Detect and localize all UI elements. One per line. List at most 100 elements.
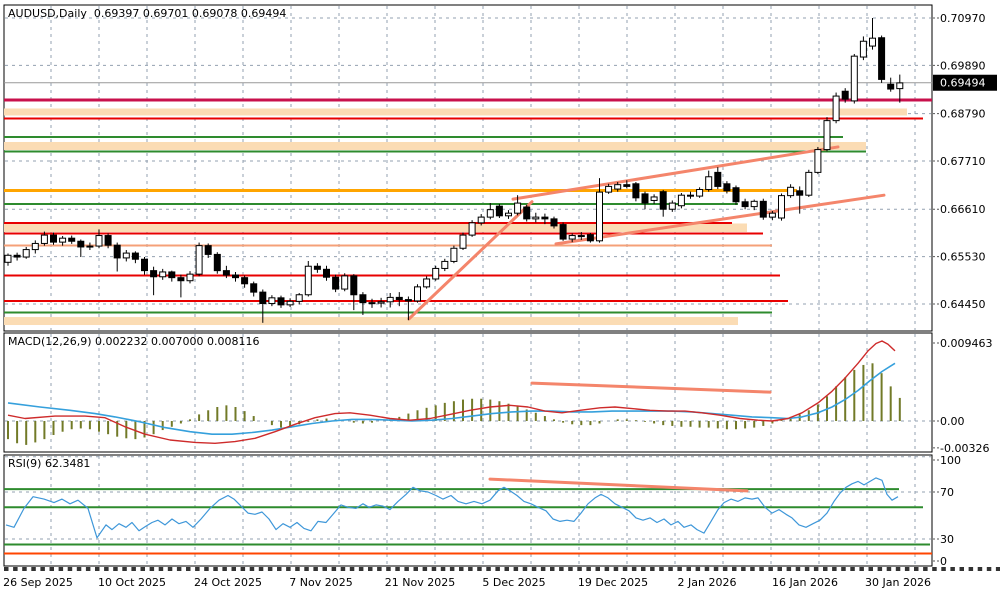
current-price-label-box bbox=[933, 74, 997, 91]
candlestick bbox=[177, 274, 185, 298]
macd-main-line bbox=[7, 340, 896, 444]
candlestick bbox=[450, 245, 458, 264]
time-scale-tick bbox=[914, 567, 919, 571]
time-scale-tick bbox=[586, 567, 591, 571]
candlestick bbox=[13, 252, 21, 261]
macd-axis-label: -0.00326 bbox=[940, 442, 989, 455]
candlestick bbox=[559, 222, 567, 241]
candlestick bbox=[40, 231, 48, 246]
candlestick bbox=[195, 242, 203, 277]
candlestick bbox=[241, 275, 249, 288]
support-resistance-zone[interactable] bbox=[4, 108, 907, 116]
rsi-title: RSI(9) 62.3481 bbox=[8, 457, 91, 470]
support-resistance-zone[interactable] bbox=[4, 317, 738, 326]
time-scale-tick bbox=[668, 567, 673, 571]
time-scale-tick bbox=[823, 567, 828, 571]
candlestick bbox=[95, 229, 103, 249]
trendline[interactable] bbox=[407, 200, 534, 321]
candlestick bbox=[332, 274, 340, 293]
time-axis-label: 21 Nov 2025 bbox=[385, 576, 455, 589]
candlestick bbox=[869, 18, 876, 50]
candlestick bbox=[796, 186, 804, 214]
candlestick bbox=[841, 88, 849, 103]
rsi-trendline[interactable] bbox=[488, 477, 749, 493]
time-scale-tick bbox=[122, 567, 127, 571]
candlestick bbox=[222, 265, 230, 279]
candlestick bbox=[232, 271, 239, 282]
time-scale-tick bbox=[404, 567, 409, 571]
price-axis-label: 0.67710 bbox=[940, 155, 986, 168]
support-resistance-zone[interactable] bbox=[4, 223, 747, 232]
candlestick bbox=[213, 252, 221, 274]
trendline[interactable] bbox=[511, 145, 840, 201]
time-scale-tick bbox=[959, 567, 964, 571]
candlestick bbox=[750, 199, 758, 211]
time-scale-tick bbox=[631, 567, 637, 571]
candlestick bbox=[168, 270, 176, 282]
candlestick bbox=[814, 146, 822, 175]
candlestick bbox=[668, 200, 676, 212]
time-scale-tick bbox=[732, 567, 737, 571]
time-scale-tick bbox=[513, 567, 519, 571]
candlestick bbox=[495, 203, 503, 219]
time-scale-tick bbox=[786, 567, 792, 571]
time-scale-tick bbox=[440, 567, 446, 571]
candlestick bbox=[68, 235, 76, 244]
time-scale-tick bbox=[231, 567, 236, 571]
candlestick bbox=[641, 191, 649, 210]
candlestick bbox=[486, 203, 494, 220]
time-axis-label: 30 Jan 2026 bbox=[865, 576, 931, 589]
time-scale-tick bbox=[195, 567, 200, 571]
price-axis-label: 0.64450 bbox=[940, 298, 986, 311]
time-scale-tick bbox=[859, 567, 864, 571]
current-price-label: 0.69494 bbox=[940, 77, 986, 90]
candlestick bbox=[150, 266, 158, 296]
candlestick bbox=[377, 297, 385, 308]
candlestick bbox=[441, 258, 449, 272]
time-scale-tick bbox=[349, 567, 355, 571]
candlestick bbox=[568, 233, 576, 243]
candlestick bbox=[31, 240, 39, 254]
candlestick bbox=[805, 169, 813, 197]
candlestick bbox=[259, 289, 267, 323]
candlestick bbox=[532, 212, 540, 223]
macd-signal-line bbox=[7, 362, 896, 436]
candlestick bbox=[341, 273, 349, 292]
time-scale-tick bbox=[85, 567, 91, 571]
macd-trendline[interactable] bbox=[530, 381, 772, 394]
candlestick bbox=[586, 232, 594, 243]
time-scale-tick bbox=[395, 567, 400, 571]
candlestick bbox=[414, 284, 421, 303]
time-scale-tick bbox=[704, 567, 710, 571]
time-scale-tick bbox=[340, 567, 346, 571]
candlestick bbox=[59, 235, 67, 246]
time-scale-tick bbox=[613, 567, 619, 571]
candlestick bbox=[77, 239, 85, 258]
candlestick bbox=[395, 292, 403, 307]
candlestick bbox=[550, 216, 558, 229]
time-scale-tick bbox=[950, 567, 955, 571]
trendline[interactable] bbox=[554, 193, 886, 246]
candlestick bbox=[113, 242, 121, 272]
candlestick bbox=[523, 204, 531, 222]
time-scale-tick bbox=[968, 567, 974, 571]
time-scale-tick bbox=[76, 567, 82, 571]
candlestick bbox=[104, 233, 112, 249]
candlestick bbox=[714, 167, 722, 190]
candlestick bbox=[323, 265, 330, 281]
time-scale-tick bbox=[868, 567, 873, 571]
candlestick bbox=[605, 183, 613, 194]
time-scale-tick bbox=[49, 567, 54, 571]
time-scale-tick bbox=[777, 567, 782, 571]
time-scale-tick bbox=[477, 567, 482, 571]
time-scale-tick bbox=[4, 567, 9, 571]
candlestick bbox=[141, 257, 148, 275]
candlestick bbox=[386, 293, 394, 308]
candlestick bbox=[359, 292, 367, 315]
rsi-line bbox=[5, 477, 899, 539]
time-scale-tick bbox=[277, 567, 282, 571]
price-axis-label: 0.68790 bbox=[940, 108, 986, 121]
candlestick bbox=[277, 295, 285, 308]
support-resistance-zone[interactable] bbox=[4, 141, 866, 150]
